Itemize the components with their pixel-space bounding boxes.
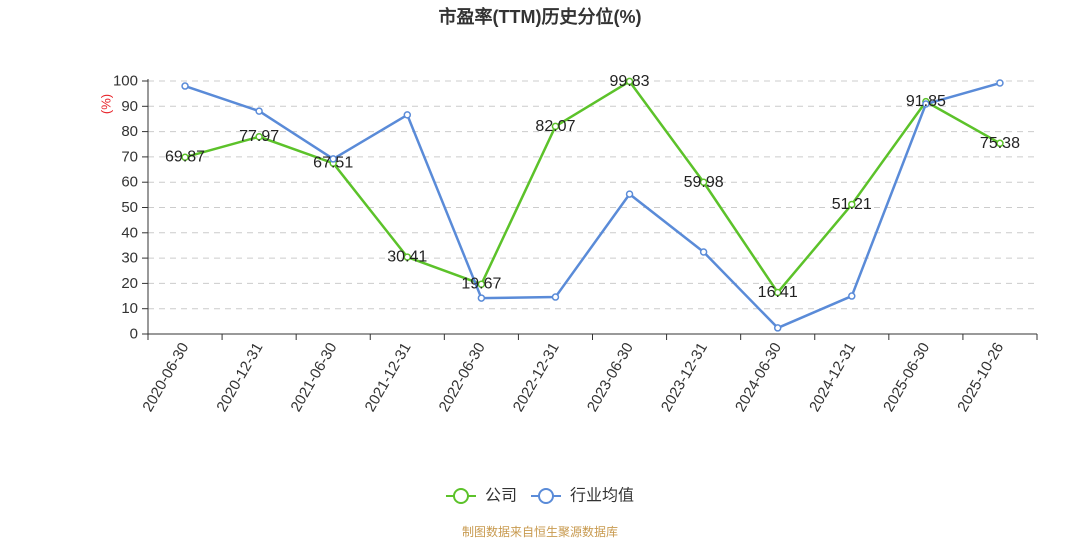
legend: 公司 行业均值 (445, 487, 634, 505)
data-point-company (551, 122, 560, 131)
data-point-industry-average (403, 111, 412, 119)
data-label-company: 99.83 (610, 73, 650, 90)
x-tick-label: 2024-12-31 (806, 340, 859, 415)
x-tick-label: 2023-06-30 (584, 340, 637, 415)
data-point-industry-average (181, 82, 189, 90)
x-tick-label: 2025-10-26 (954, 340, 1007, 415)
x-tick-label: 2025-06-30 (880, 340, 933, 415)
y-tick-label: 70 (121, 148, 138, 165)
series-layer (181, 77, 1004, 332)
x-tick-label: 2022-06-30 (436, 340, 489, 415)
legend-item-company[interactable]: 公司 (445, 488, 517, 505)
series-company (181, 77, 1004, 297)
legend-circle-icon (452, 488, 469, 504)
x-tick-label: 2020-12-31 (213, 340, 266, 415)
legend-label: 行业均值 (570, 487, 634, 505)
data-label-company: 51.21 (832, 196, 872, 213)
data-point-industry-average (329, 155, 337, 163)
source-footer: 制图数据来自恒生聚源数据库 (462, 524, 618, 539)
y-axis-label: (%) (99, 94, 114, 114)
y-tick-label: 90 (121, 98, 138, 115)
data-labels: 69.87 77.97 67.51 30.41 19.67 82.07 99.83 59.98… (165, 73, 1020, 301)
data-point-company (625, 77, 634, 86)
data-label-company: 75.38 (980, 135, 1020, 152)
y-tick-label: 100 (113, 73, 138, 90)
data-label-company: 19.67 (461, 276, 501, 293)
y-tick-label: 50 (121, 199, 138, 216)
legend-item-industry-average[interactable]: 行业均值 (531, 487, 634, 505)
data-label-company: 69.87 (165, 149, 205, 166)
data-point-industry-average (773, 324, 782, 332)
y-tick-label: 0 (130, 326, 138, 343)
data-point-company (255, 132, 263, 141)
legend-label: 公司 (485, 488, 517, 505)
data-point-industry-average (551, 293, 560, 301)
legend-circle-icon (538, 488, 554, 504)
x-tick-label: 2022-12-31 (510, 340, 563, 415)
data-point-company (996, 139, 1004, 148)
data-label-company: 77.97 (239, 128, 279, 145)
series-line-company (184, 80, 1001, 294)
data-point-industry-average (996, 79, 1004, 87)
x-tick-label: 2021-06-30 (287, 340, 340, 415)
data-point-company (699, 178, 708, 187)
data-point-company (477, 280, 486, 288)
data-point-company (181, 153, 189, 161)
data-point-company (848, 200, 856, 209)
data-point-industry-average (625, 190, 634, 198)
y-tick-label: 20 (121, 275, 138, 292)
x-tick-label: 2020-06-30 (139, 340, 192, 415)
data-label-company: 59.98 (684, 174, 724, 191)
y-tick-label: 60 (121, 174, 138, 191)
data-label-company: 91.85 (906, 93, 946, 110)
data-point-company (403, 253, 412, 261)
series-line-industry-average (184, 81, 1001, 330)
x-tick-label: 2021-12-31 (362, 340, 415, 415)
x-tick-label: 2024-06-30 (732, 340, 785, 415)
y-tick-label: 30 (121, 250, 138, 267)
grid-lines (148, 80, 1037, 310)
data-point-industry-average (922, 100, 930, 108)
y-tick-label: 80 (121, 123, 138, 140)
data-point-industry-average (848, 292, 856, 300)
data-label-company: 67.51 (313, 155, 353, 172)
data-label-company: 30.41 (387, 249, 427, 266)
x-tick-label: 2023-12-31 (658, 340, 711, 415)
data-point-industry-average (699, 248, 708, 256)
data-point-company (773, 288, 782, 297)
chart-title: 市盈率(TTM)历史分位(%) (439, 6, 642, 27)
data-point-industry-average (477, 294, 486, 302)
y-tick-label: 40 (121, 224, 138, 241)
data-point-industry-average (255, 107, 263, 115)
series-industry-average (181, 79, 1004, 332)
y-tick-label: 10 (121, 300, 138, 317)
data-label-company: 82.07 (535, 118, 575, 135)
data-label-company: 16.41 (758, 284, 798, 301)
